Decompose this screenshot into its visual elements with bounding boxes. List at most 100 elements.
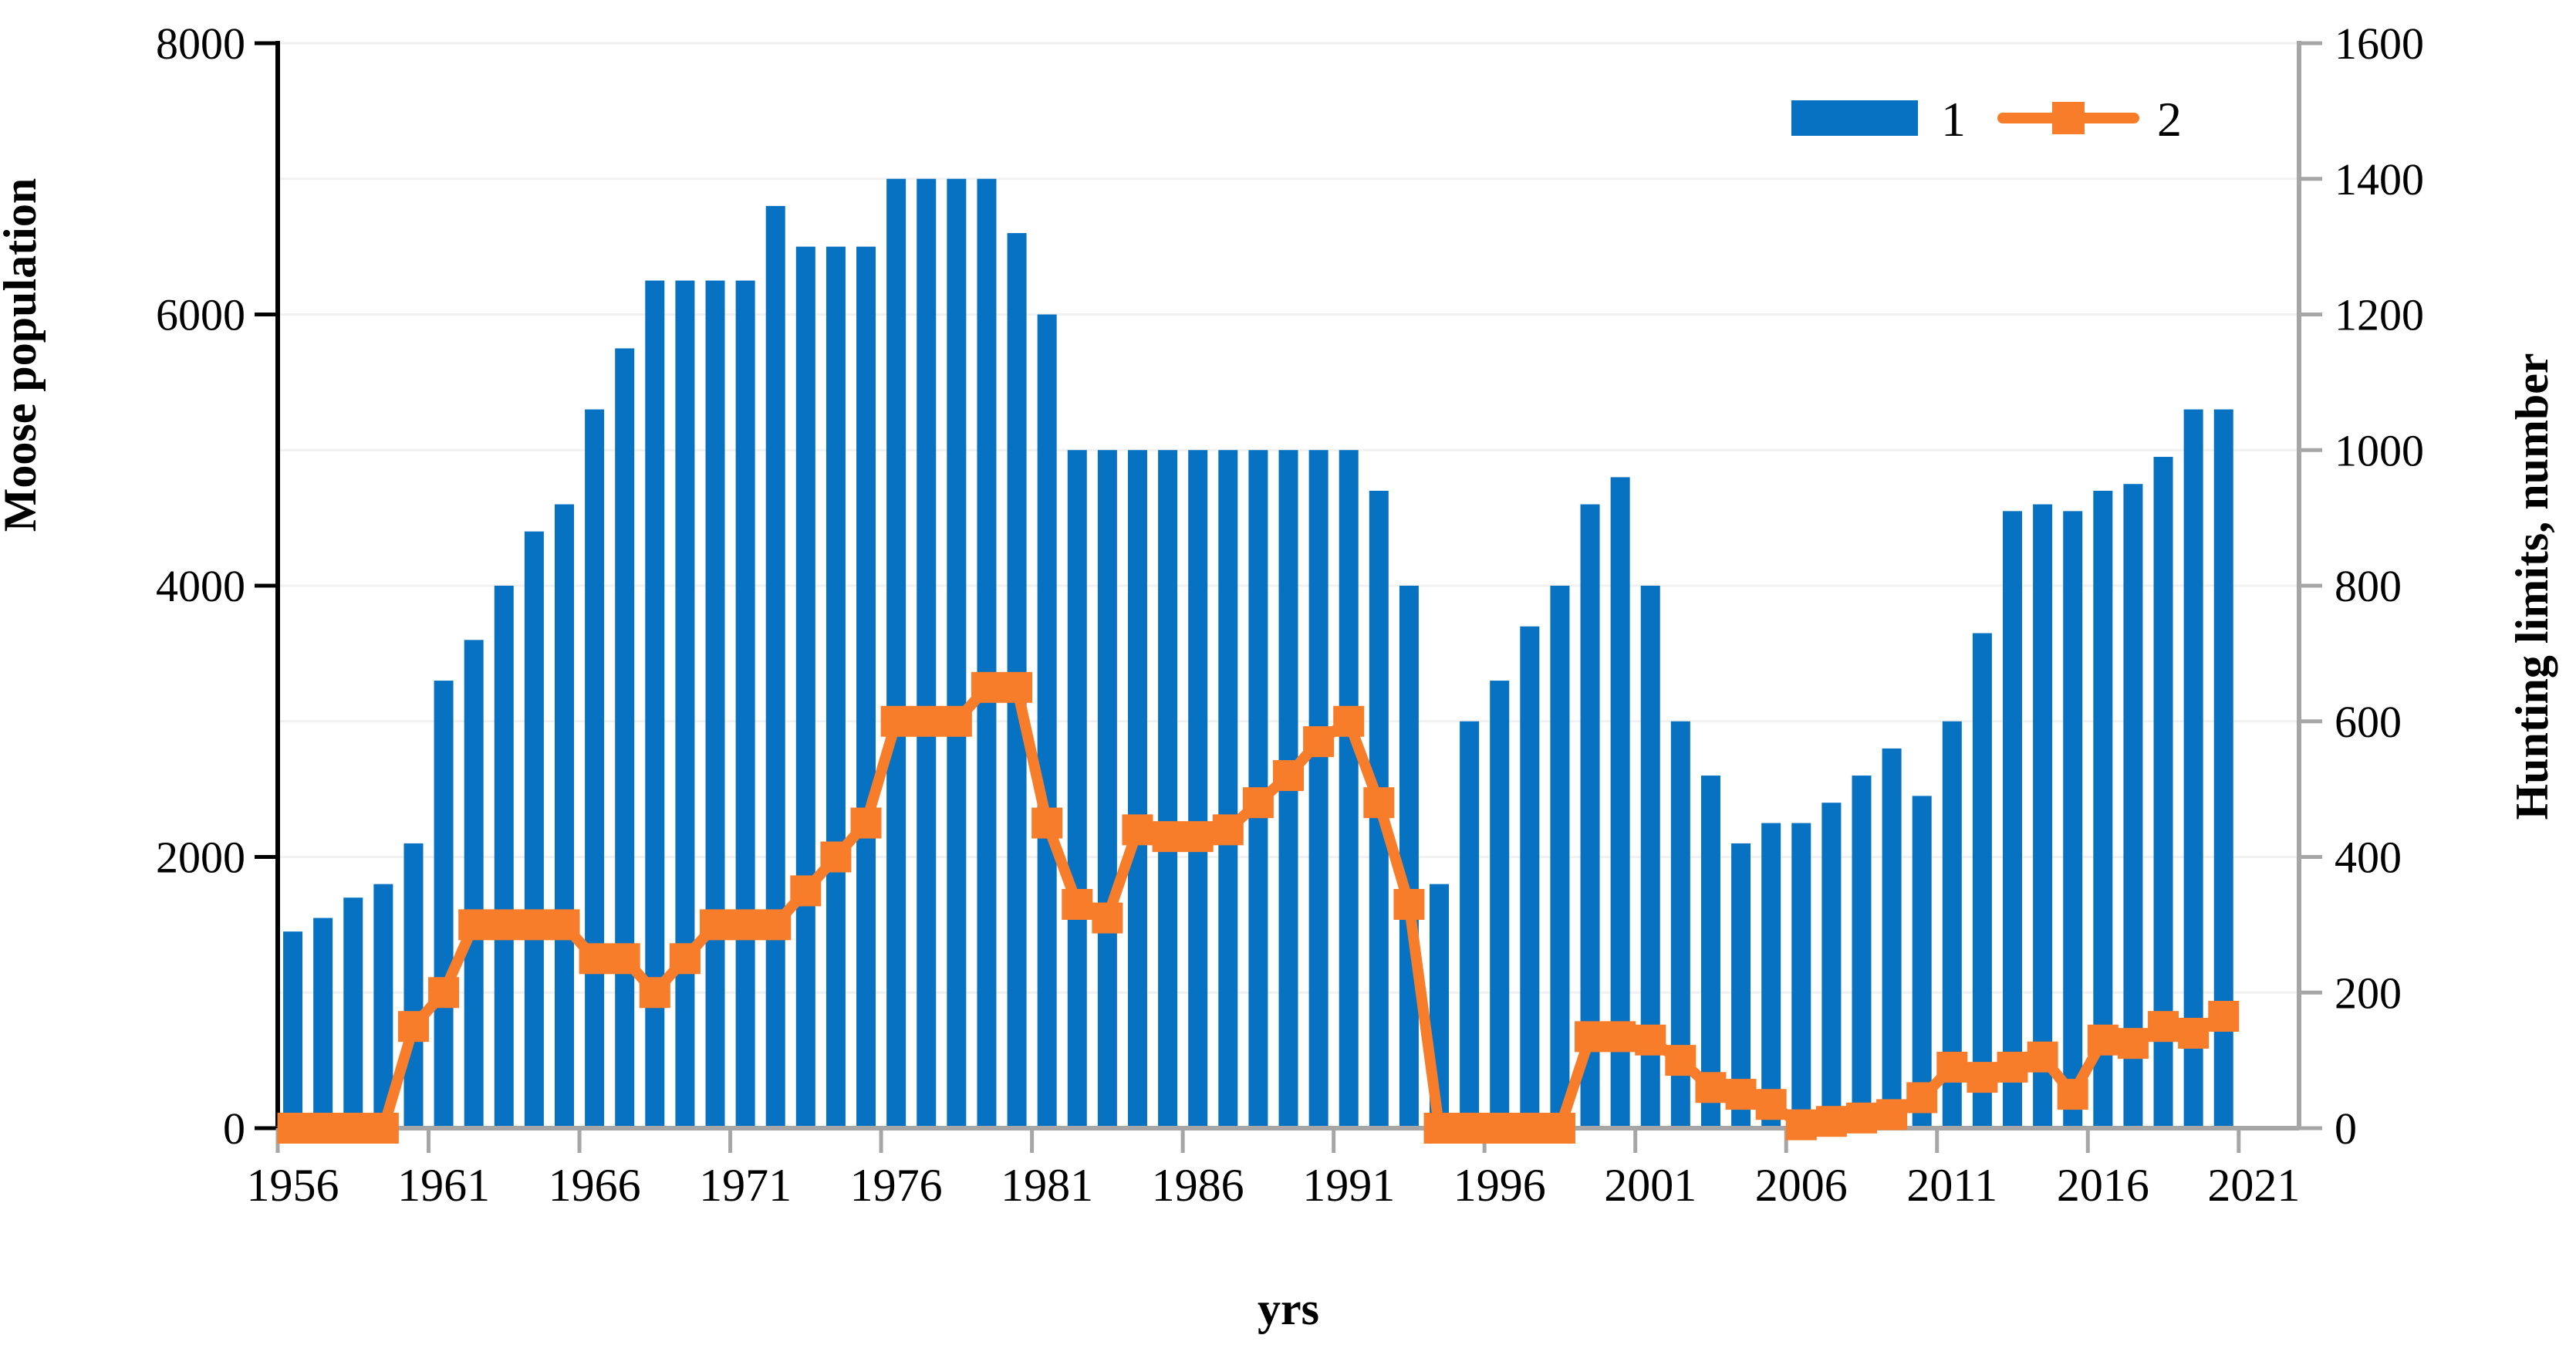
right-axis-title: Hunting limits, number (2507, 353, 2557, 820)
left-axis-title: Moose population (0, 178, 46, 532)
marker-1972 (760, 909, 792, 941)
bar-1987 (1218, 450, 1238, 1128)
bar-1995 (1460, 721, 1480, 1128)
marker-1984 (1122, 814, 1153, 846)
marker-1964 (518, 909, 550, 941)
marker-2004 (1725, 1079, 1757, 1110)
bar-1976 (886, 178, 906, 1128)
marker-1973 (790, 875, 822, 907)
left-tick-label-6000: 6000 (156, 290, 245, 340)
marker-1976 (880, 705, 912, 737)
marker-1985 (1152, 821, 1183, 853)
marker-1997 (1514, 1113, 1545, 1144)
marker-1975 (850, 807, 882, 839)
marker-1970 (700, 909, 731, 941)
bar-1998 (1550, 586, 1570, 1128)
bar-1972 (765, 205, 785, 1128)
marker-2001 (1635, 1024, 1666, 1056)
bar-2014 (2033, 504, 2053, 1128)
marker-2016 (2087, 1024, 2119, 1056)
bar-1984 (1127, 450, 1147, 1128)
right-tick-label-1400: 1400 (2335, 154, 2424, 204)
marker-1971 (730, 909, 761, 941)
marker-1960 (397, 1011, 429, 1043)
bar-2012 (1972, 633, 1992, 1128)
marker-1987 (1212, 814, 1244, 846)
right-tick-label-400: 400 (2335, 833, 2402, 883)
bar-1996 (1490, 681, 1510, 1128)
marker-1990 (1303, 726, 1335, 758)
marker-2015 (2057, 1079, 2088, 1110)
marker-1998 (1544, 1113, 1575, 1144)
bar-1962 (464, 640, 484, 1128)
x-tick-label-1961: 1961 (397, 1160, 490, 1211)
x-tick-label-1966: 1966 (549, 1160, 641, 1211)
bar-1957 (313, 918, 333, 1128)
marker-1986 (1182, 821, 1214, 853)
left-tick-label-2000: 2000 (156, 833, 245, 883)
marker-1966 (579, 943, 610, 975)
bar-1979 (977, 178, 997, 1128)
x-tick-label-1981: 1981 (1001, 1160, 1093, 1211)
bar-1982 (1067, 450, 1087, 1128)
x-axis-title: yrs (1258, 1283, 1319, 1334)
left-tick-label-8000: 8000 (156, 19, 245, 69)
bar-1993 (1399, 586, 1419, 1128)
x-tick-label-1976: 1976 (850, 1160, 943, 1211)
bar-1983 (1097, 450, 1117, 1128)
bar-1959 (373, 884, 393, 1128)
marker-2007 (1815, 1106, 1847, 1137)
right-tick-label-1600: 1600 (2335, 19, 2424, 69)
bar-2019 (2183, 409, 2203, 1128)
bar-2013 (2003, 511, 2023, 1128)
marker-1962 (458, 909, 490, 941)
marker-1995 (1453, 1113, 1485, 1144)
marker-2010 (1906, 1082, 1938, 1114)
bar-1964 (524, 531, 544, 1128)
marker-1993 (1393, 889, 1425, 921)
x-tick-label-2011: 2011 (1906, 1160, 1997, 1211)
marker-2014 (2027, 1041, 2058, 1073)
marker-1982 (1062, 889, 1093, 921)
legend-line-marker (2052, 102, 2085, 134)
marker-2011 (1936, 1051, 1968, 1083)
bar-1990 (1308, 450, 1329, 1128)
marker-1981 (1031, 807, 1063, 839)
axes: 0 2000 4000 6000 8000 0 200 400 600 800 1000 1200 14… (156, 19, 2424, 1211)
x-tick-label-1971: 1971 (699, 1160, 792, 1211)
right-tick-label-200: 200 (2335, 968, 2402, 1018)
bar-2008 (1852, 776, 1872, 1128)
bar-1991 (1339, 450, 1359, 1128)
bar-1960 (403, 843, 424, 1128)
bar-1958 (343, 897, 363, 1128)
bar-1966 (585, 409, 605, 1128)
bar-1956 (283, 931, 303, 1128)
marker-2013 (1997, 1051, 2028, 1083)
marker-1961 (428, 977, 460, 1009)
marker-1968 (639, 977, 670, 1009)
marker-2006 (1785, 1109, 1817, 1141)
marker-1992 (1363, 787, 1395, 819)
marker-2019 (2178, 1017, 2210, 1049)
x-tick-label-1996: 1996 (1453, 1160, 1546, 1211)
marker-2003 (1695, 1072, 1727, 1103)
marker-2017 (2117, 1028, 2149, 1060)
right-tick-label-800: 800 (2335, 561, 2402, 611)
bar-1963 (494, 586, 514, 1128)
x-tick-label-1991: 1991 (1302, 1160, 1395, 1211)
bar-2010 (1912, 796, 1932, 1128)
x-tick-label-2016: 2016 (2057, 1160, 2149, 1211)
bar-1974 (825, 246, 846, 1128)
marker-1999 (1575, 1021, 1606, 1053)
marker-2002 (1665, 1045, 1697, 1076)
bar-1971 (735, 280, 755, 1128)
x-tick-label-2001: 2001 (1604, 1160, 1697, 1211)
marker-2005 (1755, 1089, 1787, 1120)
bar-2007 (1821, 803, 1842, 1128)
marker-1988 (1242, 787, 1274, 819)
bar-2016 (2093, 490, 2113, 1128)
right-tick-label-600: 600 (2335, 697, 2402, 747)
marker-2018 (2148, 1011, 2179, 1043)
line-markers (277, 671, 2240, 1144)
